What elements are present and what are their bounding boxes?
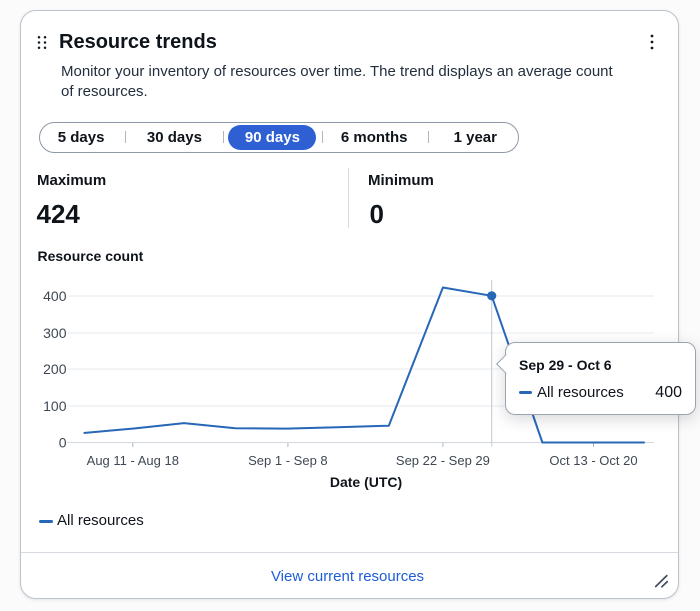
- svg-text:200: 200: [43, 361, 67, 377]
- svg-text:Sep 22 - Sep 29: Sep 22 - Sep 29: [396, 453, 490, 468]
- svg-text:Date (UTC): Date (UTC): [330, 474, 402, 490]
- svg-text:Aug 11 - Aug 18: Aug 11 - Aug 18: [87, 453, 179, 468]
- svg-text:300: 300: [43, 325, 67, 341]
- svg-text:Oct 13 - Oct 20: Oct 13 - Oct 20: [549, 453, 637, 468]
- svg-text:400: 400: [43, 288, 67, 304]
- svg-text:100: 100: [43, 398, 67, 414]
- svg-text:Sep 1 - Sep 8: Sep 1 - Sep 8: [248, 453, 328, 468]
- svg-text:0: 0: [59, 435, 67, 451]
